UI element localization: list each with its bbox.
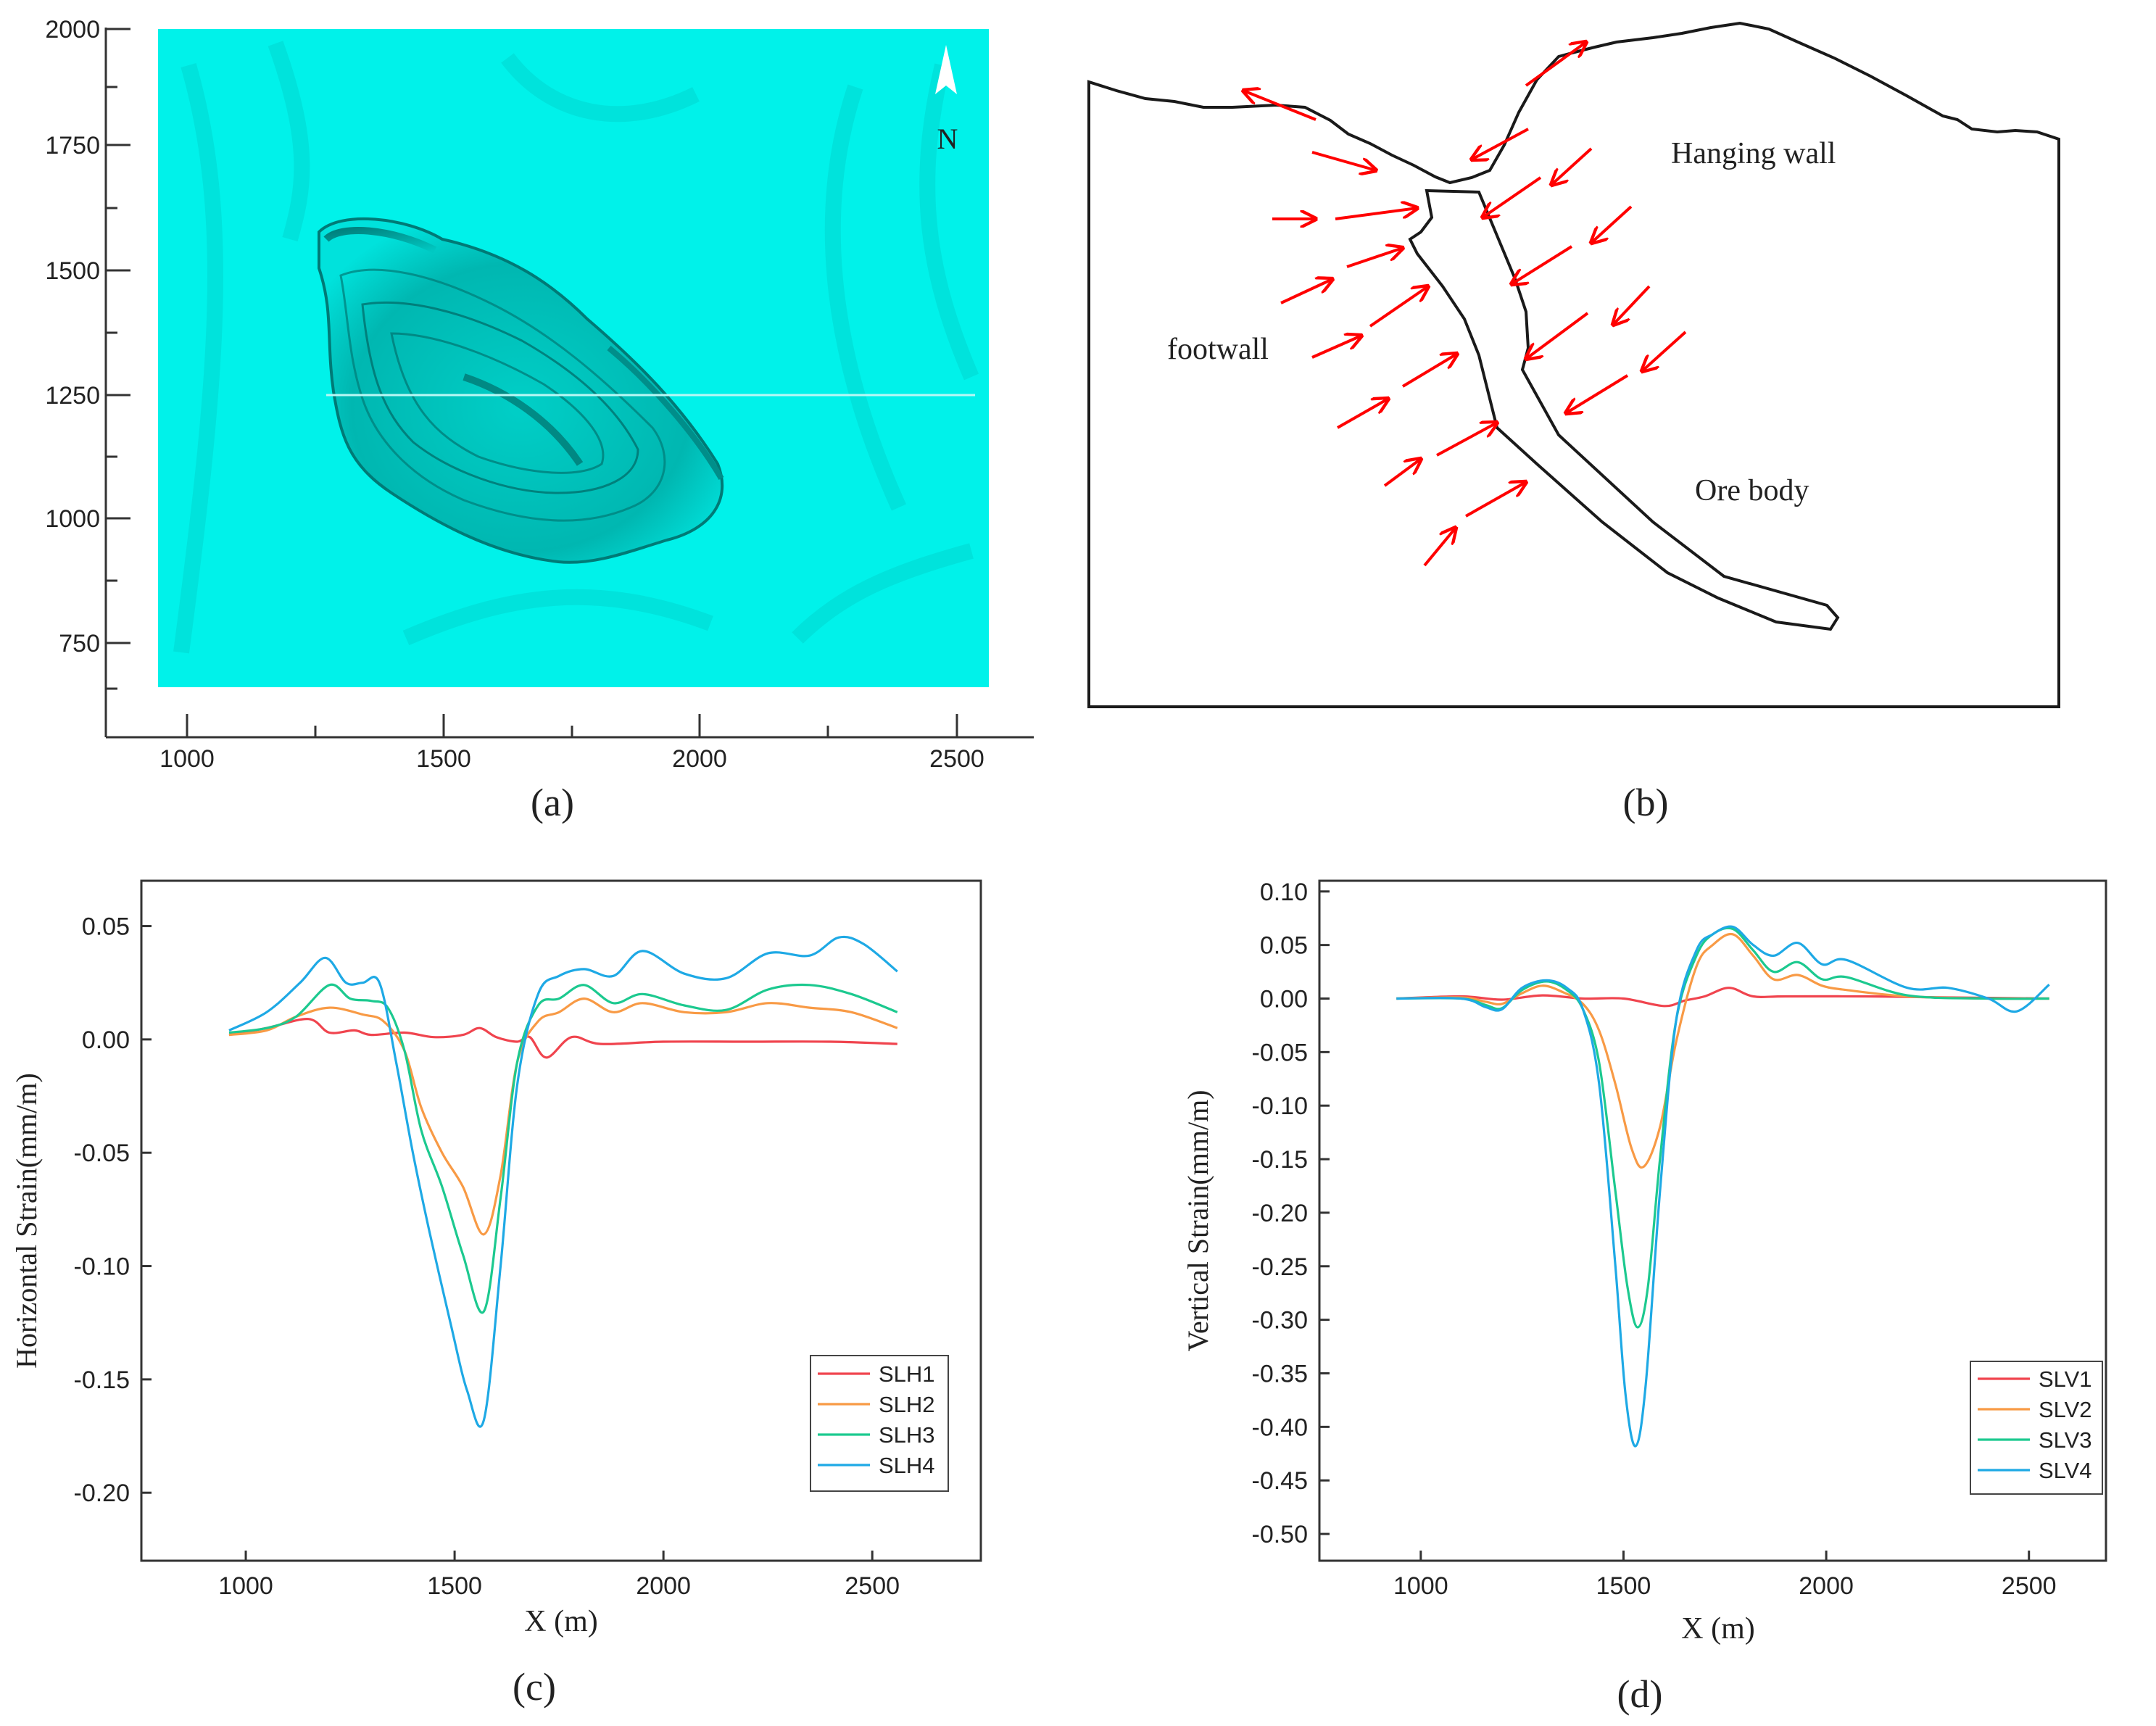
panel-a-xtick: 1500 — [416, 745, 471, 773]
panel-d-caption: (d) — [1617, 1672, 1663, 1716]
x-tick-label: 1500 — [427, 1572, 482, 1600]
panel-a-ytick: 1000 — [45, 505, 100, 533]
north-arrow-icon — [935, 45, 957, 94]
y-tick-label: -0.50 — [1252, 1521, 1309, 1548]
series-line-slv3 — [1396, 926, 2049, 1329]
panel-a-caption: (a) — [531, 781, 574, 824]
panel-d-x-axis: 1000 1500 2000 2500 — [1393, 1551, 2057, 1600]
panel-b: Hanging wall footwall Ore body (b) — [1087, 21, 2060, 824]
legend-label-slv1: SLV1 — [2039, 1366, 2092, 1392]
hanging-wall-label: Hanging wall — [1671, 137, 1836, 170]
y-tick-label: -0.15 — [74, 1366, 130, 1394]
panel-b-caption: (b) — [1623, 781, 1669, 824]
panel-c-y-axis: 0.05 0.00 -0.05 -0.10 -0.15 -0.20 — [74, 913, 152, 1507]
y-tick-label: -0.45 — [1252, 1467, 1309, 1495]
panel-c-legend-box — [810, 1355, 949, 1492]
panel-c-ylabel: Horizontal Strain(mm/m) — [10, 1073, 43, 1369]
footwall-label: footwall — [1167, 333, 1269, 366]
panel-a-ytick: 1500 — [45, 257, 100, 285]
series-line-slv2 — [1396, 932, 2049, 1169]
y-tick-label: -0.10 — [1252, 1092, 1309, 1120]
y-tick-label: -0.20 — [1252, 1200, 1309, 1227]
north-label: N — [937, 123, 958, 155]
panel-a-xtick: 2000 — [672, 745, 727, 773]
panel-c-xlabel: X (m) — [524, 1605, 597, 1638]
y-tick-label: -0.05 — [74, 1140, 130, 1167]
panel-c-plot-frame — [140, 879, 982, 1562]
y-tick-label: -0.15 — [1252, 1146, 1309, 1174]
y-tick-label: 0.00 — [1260, 985, 1308, 1013]
legend-label-slh1: SLH1 — [879, 1361, 935, 1387]
y-tick-label: 0.10 — [1260, 879, 1308, 906]
y-tick-label: 0.00 — [82, 1026, 130, 1054]
panel-d-series — [1396, 925, 2050, 1448]
panel-a-ytick: 1750 — [45, 132, 100, 159]
legend-label-slv4: SLV4 — [2039, 1458, 2092, 1483]
panel-d-legend-box — [1970, 1361, 2103, 1495]
series-line-slh1 — [228, 1018, 897, 1059]
panel-d-legend: SLV1 SLV2 SLV3 SLV4 — [1970, 1361, 2103, 1495]
y-tick-label: -0.35 — [1252, 1360, 1309, 1387]
panel-d-ylabel: Vertical Strain(mm/m) — [1182, 1090, 1214, 1351]
x-tick-label: 2500 — [845, 1572, 900, 1600]
panel-c: 0.05 0.00 -0.05 -0.10 -0.15 -0.20 1000 1500 200… — [10, 879, 982, 1709]
panel-c-legend: SLH1 SLH2 SLH3 SLH4 — [810, 1355, 949, 1492]
ore-body-outline — [1408, 188, 1840, 631]
y-tick-label: -0.05 — [1252, 1039, 1309, 1066]
panel-d-xlabel: X (m) — [1681, 1612, 1754, 1646]
displacement-arrows — [1243, 42, 1687, 567]
panel-c-x-axis: 1000 1500 2000 2500 — [218, 1551, 900, 1600]
panel-c-caption: (c) — [513, 1665, 556, 1709]
panel-a-ytick: 750 — [59, 630, 100, 657]
series-line-slv4 — [1396, 925, 2050, 1448]
y-tick-label: -0.25 — [1252, 1253, 1309, 1281]
legend-label-slv3: SLV3 — [2039, 1427, 2092, 1453]
panel-a-xtick: 1000 — [159, 745, 215, 773]
panel-a-ytick: 1250 — [45, 382, 100, 410]
series-line-slh3 — [228, 983, 898, 1314]
panel-a-xticks: 1000 1500 2000 2500 — [159, 745, 984, 773]
y-tick-label: -0.40 — [1252, 1414, 1309, 1441]
legend-label-slh3: SLH3 — [879, 1422, 935, 1448]
x-tick-label: 2000 — [636, 1572, 691, 1600]
panel-a-xtick: 2500 — [929, 745, 984, 773]
panel-a: N 2000 1750 15 — [45, 16, 1034, 824]
ore-body-label: Ore body — [1695, 474, 1809, 507]
panel-a-ytick: 2000 — [45, 16, 100, 43]
series-line-slh2 — [228, 997, 898, 1236]
legend-label-slv2: SLV2 — [2039, 1397, 2092, 1422]
y-tick-label: 0.05 — [82, 913, 130, 941]
panel-a-yticks: 2000 1750 1500 1250 1000 750 — [45, 16, 100, 657]
panel-a-axes — [104, 28, 1034, 739]
x-tick-label: 1500 — [1596, 1572, 1651, 1600]
series-line-slh4 — [228, 935, 898, 1428]
y-tick-label: -0.20 — [74, 1480, 130, 1507]
x-tick-label: 1000 — [1393, 1572, 1448, 1600]
y-tick-label: 0.05 — [1260, 932, 1308, 960]
terrain-streaks — [173, 41, 979, 654]
x-tick-label: 1000 — [218, 1572, 273, 1600]
panel-d-y-axis: 0.10 0.05 0.00 -0.05 -0.10 -0.15 -0.20 -0.25 -0.… — [1252, 879, 1330, 1548]
panel-d-plot-frame — [1318, 879, 2107, 1562]
y-tick-label: -0.10 — [74, 1253, 130, 1281]
legend-label-slh4: SLH4 — [879, 1453, 935, 1478]
y-tick-label: -0.30 — [1252, 1307, 1309, 1335]
panel-d: 0.10 0.05 0.00 -0.05 -0.10 -0.15 -0.20 -0.25 -0.… — [1182, 879, 2107, 1716]
x-tick-label: 2000 — [1799, 1572, 1854, 1600]
legend-label-slh2: SLH2 — [879, 1392, 935, 1417]
open-pit — [318, 217, 724, 564]
panel-c-series — [228, 935, 898, 1428]
x-tick-label: 2500 — [2002, 1572, 2057, 1600]
